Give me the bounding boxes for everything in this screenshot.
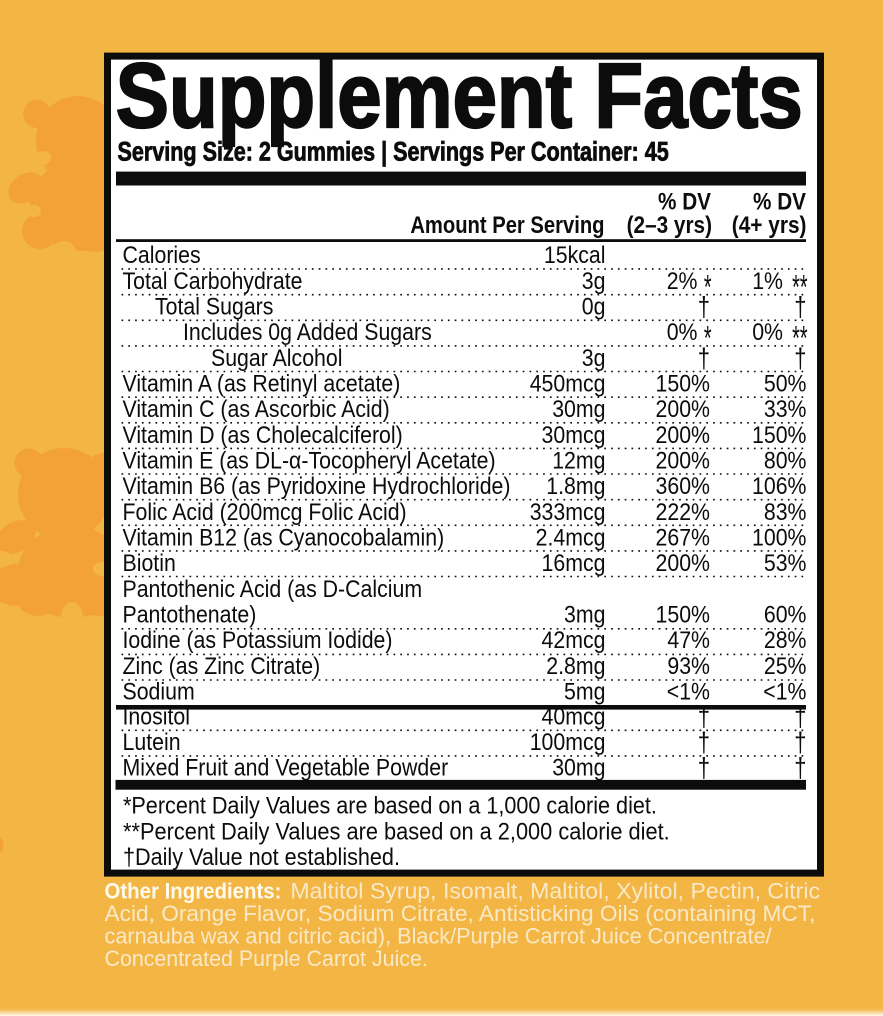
- svg-text:150%: 150%: [752, 421, 806, 448]
- svg-text:53%: 53%: [764, 549, 807, 576]
- svg-text:Amount Per Serving: Amount Per Serving: [410, 211, 604, 238]
- svg-text:83%: 83%: [764, 498, 807, 525]
- svg-text:<1%: <1%: [763, 677, 806, 704]
- svg-text:Vitamin D (as Cholecalciferol): Vitamin D (as Cholecalciferol): [123, 421, 403, 448]
- svg-text:Lutein: Lutein: [123, 728, 181, 755]
- svg-text:2%: 2%: [667, 267, 698, 294]
- svg-text:†: †: [794, 753, 806, 784]
- svg-text:†: †: [794, 292, 806, 323]
- svg-text:Biotin: Biotin: [123, 549, 176, 576]
- svg-text:30mg: 30mg: [552, 395, 605, 422]
- svg-text:50%: 50%: [764, 369, 807, 396]
- svg-text:Vitamin A (as Retinyl acetate): Vitamin A (as Retinyl acetate): [123, 369, 401, 396]
- svg-text:†: †: [698, 343, 710, 374]
- svg-text:Inositol: Inositol: [123, 702, 191, 729]
- svg-text:**: **: [792, 268, 807, 306]
- svg-text:Maltitol Syrup, Isomalt, Malti: Maltitol Syrup, Isomalt, Maltitol, Xylit…: [290, 878, 820, 904]
- svg-text:Concentrated Purple Carrot Jui: Concentrated Purple Carrot Juice.: [105, 945, 428, 971]
- svg-text:†: †: [698, 753, 710, 784]
- svg-text:*: *: [704, 268, 712, 306]
- svg-text:Includes 0g Added Sugars: Includes 0g Added Sugars: [183, 318, 432, 345]
- svg-text:*: *: [704, 319, 712, 357]
- svg-text:200%: 200%: [656, 446, 710, 473]
- svg-text:267%: 267%: [656, 523, 710, 550]
- svg-text:Vitamin B12 (as Cyanocobalamin: Vitamin B12 (as Cyanocobalamin): [123, 523, 445, 550]
- svg-text:Pantothenic Acid (as D-Calcium: Pantothenic Acid (as D-Calcium: [123, 575, 423, 602]
- svg-text:†Daily Value not established.: †Daily Value not established.: [123, 843, 400, 870]
- svg-text:% DV: % DV: [753, 188, 806, 215]
- svg-text:60%: 60%: [764, 600, 807, 627]
- svg-text:**: **: [792, 319, 807, 357]
- svg-text:†: †: [794, 343, 806, 374]
- svg-text:Vitamin E (as DL-α-Tocopheryl: Vitamin E (as DL-α-Tocopheryl Acetate): [123, 446, 496, 473]
- svg-text:Acid, Orange Flavor, Sodium Ci: Acid, Orange Flavor, Sodium Citrate, Ant…: [105, 901, 816, 926]
- svg-text:150%: 150%: [656, 600, 710, 627]
- svg-text:Sodium: Sodium: [123, 677, 195, 704]
- svg-text:3g: 3g: [582, 267, 606, 294]
- svg-text:Serving Size: 2 Gummies | Serv: Serving Size: 2 Gummies | Servings Per C…: [118, 138, 669, 168]
- svg-text:12mg: 12mg: [552, 446, 605, 473]
- svg-text:Sugar Alcohol: Sugar Alcohol: [211, 344, 342, 371]
- svg-text:Total Carbohydrate: Total Carbohydrate: [123, 267, 303, 294]
- svg-text:360%: 360%: [656, 472, 710, 499]
- svg-text:0%: 0%: [752, 318, 783, 345]
- svg-text:†: †: [698, 727, 710, 758]
- svg-text:<1%: <1%: [667, 677, 710, 704]
- svg-text:Supplement Facts: Supplement Facts: [116, 45, 803, 148]
- svg-text:200%: 200%: [656, 421, 710, 448]
- svg-text:Folic Acid (200mcg Folic Acid): Folic Acid (200mcg Folic Acid): [123, 498, 407, 525]
- svg-text:5mg: 5mg: [564, 677, 605, 704]
- svg-text:**Percent Daily Values are bas: **Percent Daily Values are based on a 2,…: [123, 817, 670, 844]
- svg-text:Iodine (as Potassium Iodide): Iodine (as Potassium Iodide): [123, 626, 393, 653]
- svg-text:47%: 47%: [667, 626, 710, 653]
- svg-text:(2–3 yrs): (2–3 yrs): [627, 212, 712, 239]
- svg-text:1.8mg: 1.8mg: [546, 472, 605, 499]
- svg-text:0%: 0%: [667, 318, 698, 345]
- svg-text:Vitamin C (as Ascorbic Acid): Vitamin C (as Ascorbic Acid): [123, 395, 390, 422]
- svg-text:100mcg: 100mcg: [530, 728, 606, 755]
- svg-text:200%: 200%: [656, 549, 710, 576]
- svg-text:28%: 28%: [764, 626, 807, 653]
- svg-text:Zinc (as Zinc Citrate): Zinc (as Zinc Citrate): [123, 652, 321, 679]
- svg-text:Mixed Fruit and Vegetable Powd: Mixed Fruit and Vegetable Powder: [123, 753, 449, 780]
- svg-text:Pantothenate): Pantothenate): [123, 600, 257, 627]
- svg-text:†: †: [698, 702, 710, 733]
- svg-text:15kcal: 15kcal: [544, 241, 606, 268]
- svg-text:3g: 3g: [582, 344, 606, 371]
- svg-text:25%: 25%: [764, 652, 807, 679]
- svg-text:*Percent Daily Values are base: *Percent Daily Values are based on a 1,0…: [123, 792, 657, 819]
- svg-text:80%: 80%: [764, 446, 807, 473]
- svg-text:150%: 150%: [656, 369, 710, 396]
- svg-text:2.8mg: 2.8mg: [546, 652, 605, 679]
- svg-text:200%: 200%: [656, 395, 710, 422]
- svg-text:(4+ yrs): (4+ yrs): [732, 212, 807, 239]
- svg-text:Other Ingredients:: Other Ingredients:: [105, 879, 282, 904]
- svg-text:0g: 0g: [582, 292, 606, 319]
- svg-text:Calories: Calories: [123, 241, 201, 268]
- svg-text:333mcg: 333mcg: [530, 498, 606, 525]
- svg-text:30mcg: 30mcg: [542, 421, 606, 448]
- svg-text:42mcg: 42mcg: [542, 626, 606, 653]
- svg-text:40mcg: 40mcg: [542, 702, 606, 729]
- svg-text:450mcg: 450mcg: [530, 369, 606, 396]
- svg-text:†: †: [794, 702, 806, 733]
- svg-text:1%: 1%: [752, 267, 783, 294]
- svg-text:222%: 222%: [656, 498, 710, 525]
- svg-text:Total Sugars: Total Sugars: [155, 292, 273, 319]
- svg-text:2.4mcg: 2.4mcg: [536, 523, 606, 550]
- svg-text:carnauba wax and citric acid),: carnauba wax and citric acid), Black/Pur…: [105, 923, 773, 948]
- svg-text:30mg: 30mg: [552, 753, 605, 780]
- svg-text:33%: 33%: [764, 395, 807, 422]
- svg-text:†: †: [794, 727, 806, 758]
- svg-text:93%: 93%: [667, 652, 710, 679]
- svg-text:106%: 106%: [752, 472, 806, 499]
- svg-text:100%: 100%: [752, 523, 806, 550]
- svg-text:3mg: 3mg: [564, 600, 605, 627]
- svg-text:Vitamin B6 (as Pyridoxine Hydr: Vitamin B6 (as Pyridoxine Hydrochloride): [123, 472, 511, 499]
- svg-text:16mcg: 16mcg: [542, 549, 606, 576]
- svg-text:% DV: % DV: [658, 188, 711, 215]
- svg-text:†: †: [698, 292, 710, 323]
